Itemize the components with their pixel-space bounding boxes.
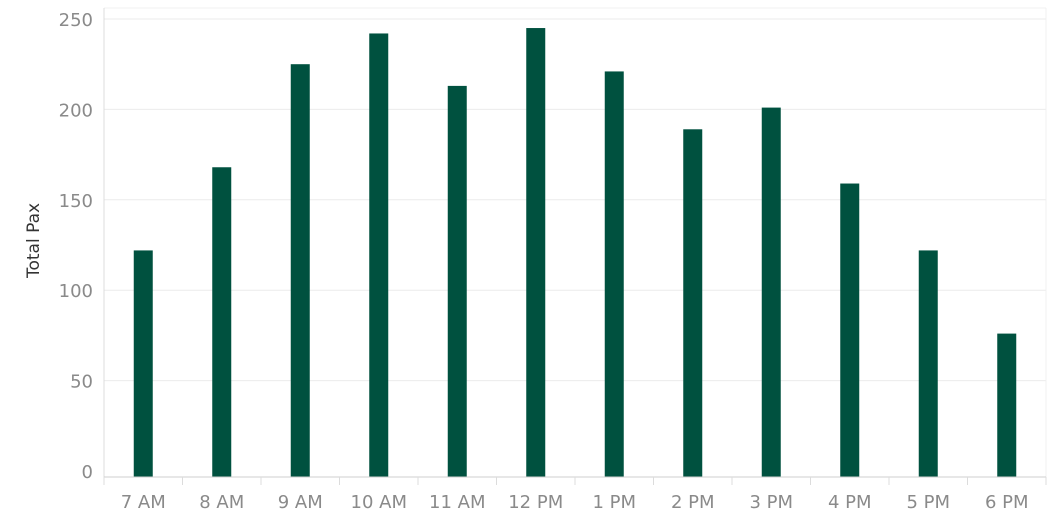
- y-tick-label-250: 250: [59, 10, 93, 31]
- x-tick-label-7-am: 7 AM: [121, 492, 166, 513]
- bar-5-pm: [918, 250, 938, 477]
- x-tick-label-8-am: 8 AM: [199, 492, 244, 513]
- x-tick-label-11-am: 11 AM: [429, 492, 485, 513]
- bar-6-pm: [997, 333, 1017, 477]
- x-tick-label-12-pm: 12 PM: [508, 492, 563, 513]
- y-tick-label-50: 50: [70, 372, 93, 393]
- y-tick-label-200: 200: [59, 100, 93, 121]
- x-tick-label-2-pm: 2 PM: [671, 492, 715, 513]
- x-tick-label-1-pm: 1 PM: [592, 492, 636, 513]
- x-axis-ticks: 7 AM 8 AM 9 AM 10 AM 11 AM 12 PM 1 PM 2 PM 3 PM 4…: [121, 492, 1029, 513]
- x-tick-label-5-pm: 5 PM: [906, 492, 950, 513]
- bar-7-am: [133, 250, 153, 477]
- x-axis: [103, 8, 1047, 485]
- y-axis-ticks: 0 50 100 150 200 250: [59, 10, 93, 483]
- bar-2-pm: [683, 129, 703, 477]
- y-tick-label-150: 150: [59, 191, 93, 212]
- gridlines: [104, 7, 1047, 477]
- x-tick-label-6-pm: 6 PM: [985, 492, 1029, 513]
- bar-3-pm: [761, 107, 781, 477]
- y-tick-label-0: 0: [82, 462, 93, 483]
- y-axis-title: Total Pax: [24, 203, 44, 279]
- bar-4-pm: [840, 183, 860, 477]
- x-tick-label-4-pm: 4 PM: [828, 492, 872, 513]
- y-tick-label-100: 100: [59, 281, 93, 302]
- bar-9-am: [290, 64, 310, 477]
- bars: [133, 28, 1017, 478]
- bar-8-am: [212, 167, 232, 478]
- x-tick-label-3-pm: 3 PM: [749, 492, 793, 513]
- x-tick-label-10-am: 10 AM: [351, 492, 407, 513]
- bar-11-am: [447, 85, 467, 478]
- bar-1-pm: [604, 71, 624, 477]
- x-tick-label-9-am: 9 AM: [278, 492, 323, 513]
- bar-12-pm: [526, 28, 546, 477]
- bar-10-am: [369, 33, 389, 478]
